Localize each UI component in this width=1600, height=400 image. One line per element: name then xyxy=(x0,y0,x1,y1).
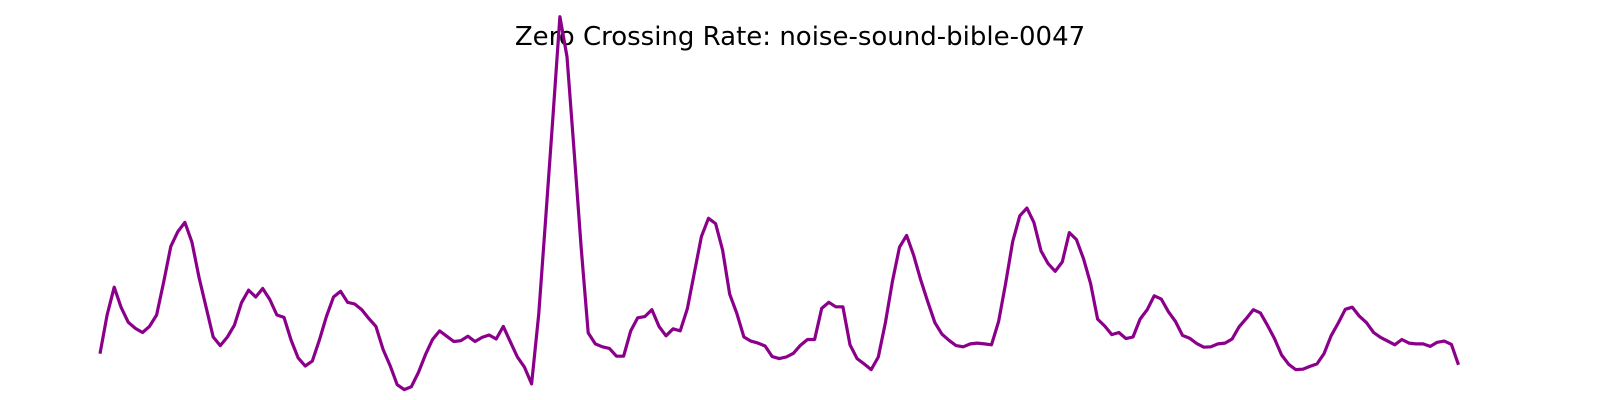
series-line-0 xyxy=(98,15,1461,392)
series-group xyxy=(98,15,1461,392)
chart-title: Zero Crossing Rate: noise-sound-bible-00… xyxy=(514,22,1086,52)
